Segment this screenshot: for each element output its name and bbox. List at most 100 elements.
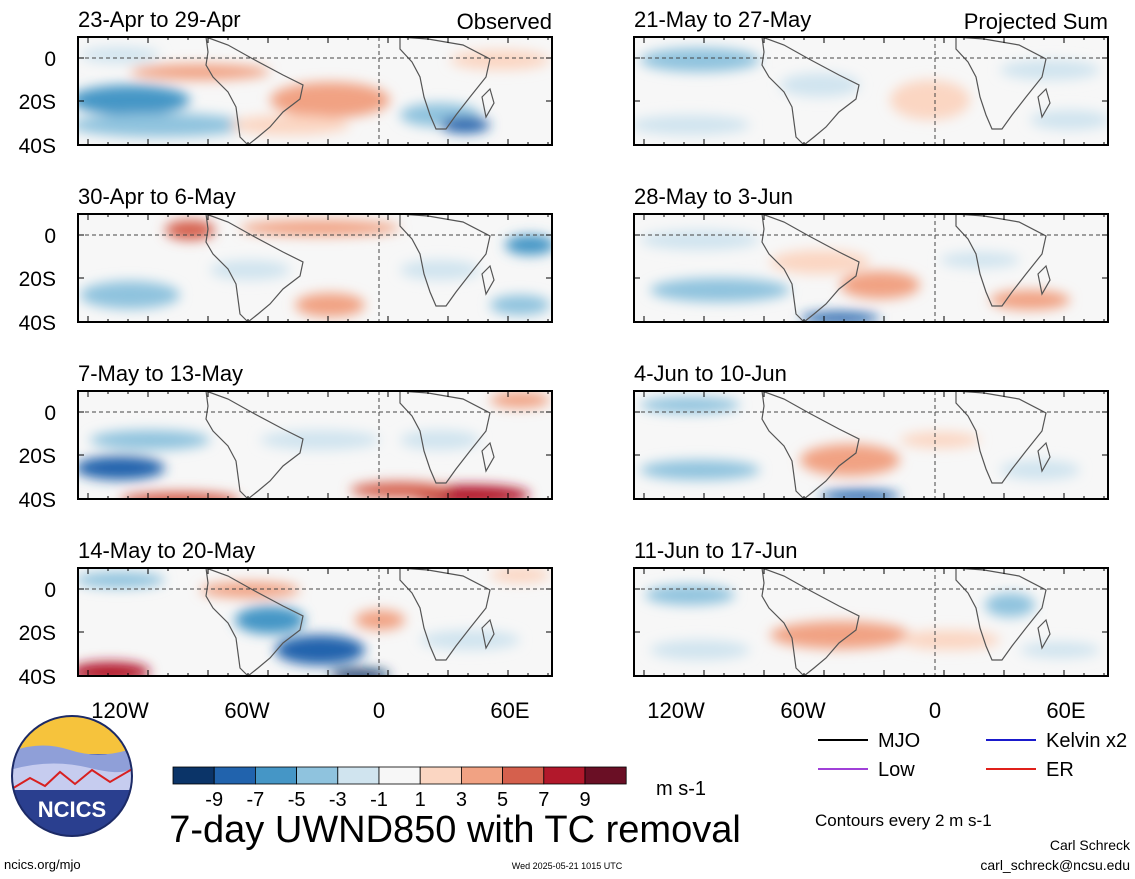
map-panel-right-2 <box>634 214 1108 322</box>
map-panel-right-3 <box>634 391 1108 499</box>
madagascar-outline <box>481 264 495 296</box>
author-name: Carl Schreck <box>1050 837 1131 853</box>
colorbar-tick-label: 7 <box>538 789 549 811</box>
madagascar-outline <box>1037 264 1051 296</box>
colorbar-units: m s-1 <box>656 778 706 800</box>
lat-tick-label: 0 <box>44 225 56 248</box>
lat-tick-label: 20S <box>19 622 56 645</box>
south-america-outline <box>761 567 860 677</box>
legend-label-er: ER <box>1046 759 1074 781</box>
panel-right-1-overlay: 21-May to 27-May Projected Sum <box>633 7 1109 146</box>
madagascar-outline <box>481 618 495 650</box>
panel-frame <box>77 567 553 677</box>
panel-left-4-overlay: 14-May to 20-May 0 20S 40S <box>19 538 553 689</box>
madagascar-outline <box>1037 441 1051 473</box>
panel-period-label: 30-Apr to 6-May <box>78 184 236 209</box>
madagascar-outline <box>481 441 495 473</box>
map-panel-left-2 <box>78 214 552 322</box>
south-america-outline <box>205 390 304 500</box>
map-panel-left-4 <box>78 568 552 676</box>
lon-tick-label: 0 <box>929 698 941 723</box>
lat-tick-label: 20S <box>19 268 56 291</box>
panel-period-label: 23-Apr to 29-Apr <box>78 7 241 32</box>
madagascar-outline <box>1037 618 1051 650</box>
panel-period-label: 7-May to 13-May <box>78 361 243 386</box>
panel-tag: Observed <box>457 9 552 34</box>
lat-tick-label: 40S <box>19 489 56 512</box>
africa-outline <box>955 390 1047 484</box>
colorbar-swatch <box>419 766 462 785</box>
lon-tick-label: 60W <box>224 698 269 723</box>
panel-frame <box>77 36 553 146</box>
ncics-logo: NCICS <box>11 715 133 837</box>
colorbar-tick-label: -9 <box>205 789 223 811</box>
colorbar-swatch <box>337 766 380 785</box>
colorbar-tick-label: -3 <box>329 789 347 811</box>
madagascar-outline <box>481 87 495 119</box>
colorbar-tick-label: -7 <box>247 789 265 811</box>
panel-frame <box>633 567 1109 677</box>
lon-tick-label: 60W <box>780 698 825 723</box>
africa-outline <box>399 213 491 307</box>
panel-period-label: 4-Jun to 10-Jun <box>634 361 787 386</box>
panel-period-label: 11-Jun to 17-Jun <box>634 538 797 563</box>
panel-left-1-overlay: 23-Apr to 29-Apr Observed 0 20S 40S <box>19 7 553 158</box>
south-america-outline <box>761 390 860 500</box>
figure-title: 7-day UWND850 with TC removal <box>169 809 741 851</box>
colorbar-tick-label: 3 <box>456 789 467 811</box>
panel-left-3-overlay: 7-May to 13-May 0 20S 40S <box>19 361 553 512</box>
map-panel-right-4 <box>634 568 1108 676</box>
madagascar-outline <box>1037 87 1051 119</box>
panel-left-2-overlay: 30-Apr to 6-May 0 20S 40S <box>19 184 553 335</box>
africa-outline <box>399 36 491 130</box>
panel-frame <box>633 390 1109 500</box>
africa-outline <box>955 36 1047 130</box>
colorbar-tick-label: 9 <box>579 789 590 811</box>
colorbar-tick-label: 1 <box>415 789 426 811</box>
south-america-outline <box>761 213 860 323</box>
colorbar-swatch <box>543 766 586 785</box>
colorbar-swatch <box>378 766 421 785</box>
logo-text: NCICS <box>38 797 106 822</box>
panel-period-label: 14-May to 20-May <box>78 538 255 563</box>
map-panel-left-3 <box>78 391 552 499</box>
wave-legend: MJO Kelvin x2 Low ER Contours every 2 m … <box>815 730 1127 830</box>
colorbar-tick-label: 5 <box>497 789 508 811</box>
lat-tick-label: 20S <box>19 445 56 468</box>
panel-frame <box>633 213 1109 323</box>
colorbar-swatch <box>254 766 297 785</box>
africa-outline <box>955 213 1047 307</box>
panel-frame <box>77 213 553 323</box>
south-america-outline <box>205 567 304 677</box>
lon-tick-label: 120W <box>647 698 705 723</box>
colorbar-tick-label: -5 <box>288 789 306 811</box>
colorbar-swatch <box>172 766 215 785</box>
lon-tick-label: 60E <box>490 698 529 723</box>
panel-frame <box>77 390 553 500</box>
africa-outline <box>399 567 491 661</box>
lat-tick-label: 0 <box>44 402 56 425</box>
panel-right-2-overlay: 28-May to 3-Jun <box>633 184 1109 323</box>
panel-period-label: 28-May to 3-Jun <box>634 184 793 209</box>
lat-tick-label: 0 <box>44 579 56 602</box>
colorbar-swatch <box>502 766 545 785</box>
colorbar-swatch <box>296 766 339 785</box>
africa-outline <box>955 567 1047 661</box>
lon-tick-label: 0 <box>373 698 385 723</box>
site-link[interactable]: ncics.org/mjo <box>4 857 81 872</box>
panel-period-label: 21-May to 27-May <box>634 7 811 32</box>
africa-outline <box>399 390 491 484</box>
contours-note: Contours every 2 m s-1 <box>815 811 992 830</box>
colorbar-swatch <box>213 766 256 785</box>
lon-tick-label: 120W <box>91 698 149 723</box>
colorbar-swatch <box>460 766 503 785</box>
lat-tick-label: 0 <box>44 48 56 71</box>
lat-tick-label: 20S <box>19 91 56 114</box>
timestamp: Wed 2025-05-21 1015 UTC <box>512 861 623 871</box>
south-america-outline <box>761 36 860 146</box>
author-email[interactable]: carl_schreck@ncsu.edu <box>980 857 1130 873</box>
south-america-outline <box>205 36 304 146</box>
colorbar: -9 -7 -5 -3 -1 1 3 5 7 9 <box>172 766 627 811</box>
lat-tick-label: 40S <box>19 312 56 335</box>
